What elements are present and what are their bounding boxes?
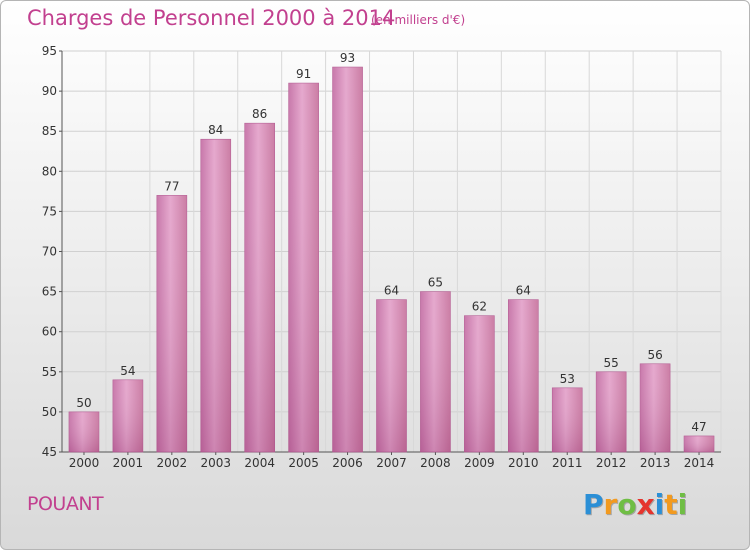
x-tick-label-2010: 2010 (508, 456, 539, 470)
y-tick-label: 45 (42, 445, 57, 459)
x-tick-label-2001: 2001 (113, 456, 144, 470)
y-tick-label: 75 (42, 204, 57, 218)
x-tick-label-2003: 2003 (200, 456, 231, 470)
y-tick-label: 85 (42, 124, 57, 138)
bar-shade-2006 (332, 67, 363, 452)
bar-shade-2009 (464, 315, 495, 452)
value-label-2003: 84 (208, 123, 223, 137)
proxiti-logo: Proxiti (583, 488, 687, 521)
bar-shade-2012 (596, 371, 627, 452)
y-tick-label: 70 (42, 245, 57, 259)
bar-shade-2014 (684, 435, 715, 452)
value-label-2002: 77 (164, 179, 179, 193)
x-tick-label-2006: 2006 (332, 456, 363, 470)
bar-shade-2001 (112, 379, 143, 452)
value-label-2008: 65 (428, 276, 443, 290)
chart-subtitle: (en milliers d'€) (371, 13, 466, 27)
x-tick-label-2000: 2000 (69, 456, 100, 470)
logo-letter: P (583, 488, 604, 521)
value-label-2000: 50 (76, 396, 91, 410)
value-label-2013: 56 (647, 348, 662, 362)
logo-letter: x (636, 488, 655, 521)
x-tick-label-2008: 2008 (420, 456, 451, 470)
y-tick-label: 50 (42, 405, 57, 419)
x-tick-label-2014: 2014 (684, 456, 715, 470)
x-tick-label-2002: 2002 (157, 456, 188, 470)
logo-letter: i (677, 488, 688, 521)
logo-letter: o (617, 488, 637, 521)
x-tick-label-2013: 2013 (640, 456, 671, 470)
value-label-2014: 47 (691, 420, 706, 434)
x-tick-label-2011: 2011 (552, 456, 583, 470)
logo-letter: i (654, 488, 665, 521)
bar-shade-2011 (552, 387, 583, 452)
bar-shade-2007 (376, 299, 407, 452)
y-tick-label: 90 (42, 84, 57, 98)
value-label-2010: 64 (516, 284, 531, 298)
commune-name: POUANT (27, 493, 104, 515)
value-label-2011: 53 (560, 372, 575, 386)
bar-shade-2002 (156, 195, 187, 453)
x-tick-label-2005: 2005 (288, 456, 319, 470)
value-label-2004: 86 (252, 107, 267, 121)
bar-shade-2013 (640, 363, 671, 452)
bar-shade-2010 (508, 299, 539, 452)
y-tick-label: 95 (42, 44, 57, 58)
x-tick-label-2012: 2012 (596, 456, 627, 470)
value-label-2005: 91 (296, 67, 311, 81)
bar-shade-2000 (68, 411, 99, 452)
y-tick-label: 60 (42, 325, 57, 339)
value-label-2012: 55 (604, 356, 619, 370)
y-tick-label: 55 (42, 365, 57, 379)
chart-title: Charges de Personnel 2000 à 2014 (27, 6, 396, 30)
logo-letter: r (603, 488, 618, 521)
x-tick-label-2007: 2007 (376, 456, 407, 470)
logo-letter: t (664, 488, 678, 521)
y-tick-label: 80 (42, 164, 57, 178)
value-label-2009: 62 (472, 300, 487, 314)
y-tick-label: 65 (42, 285, 57, 299)
value-label-2001: 54 (120, 364, 135, 378)
bar-shade-2008 (420, 291, 451, 452)
value-label-2007: 64 (384, 284, 399, 298)
x-tick-label-2009: 2009 (464, 456, 495, 470)
bar-shade-2004 (244, 123, 275, 453)
x-tick-label-2004: 2004 (244, 456, 275, 470)
bar-shade-2005 (288, 83, 319, 452)
bar-shade-2003 (200, 139, 231, 452)
value-label-2006: 93 (340, 51, 355, 65)
